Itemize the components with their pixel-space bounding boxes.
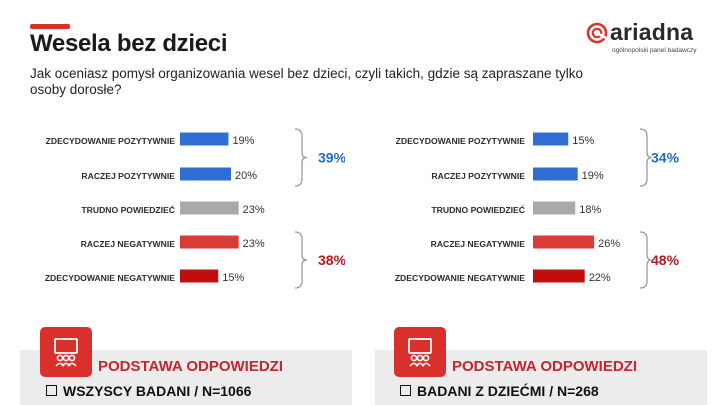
- presentation-icon: [54, 338, 78, 367]
- category-label: ZDECYDOWANIE NEGATYWNIE: [45, 273, 175, 283]
- category-label: RACZEJ POZYTYWNIE: [431, 171, 525, 181]
- bar-value-label: 23%: [243, 238, 265, 250]
- page-title: Wesela bez dzieci: [30, 30, 228, 57]
- bar-value-label: 22%: [589, 272, 611, 284]
- bar-value-label: 18%: [579, 204, 601, 216]
- group-bracket: [294, 128, 308, 187]
- base-line-all: WSZYSCY BADANI / N=1066: [46, 383, 251, 399]
- bar-value-label: 19%: [582, 170, 604, 182]
- bar-value-label: 19%: [232, 135, 254, 147]
- base-icon-all: [40, 327, 92, 377]
- bar: [533, 132, 569, 146]
- bar: [533, 201, 576, 215]
- bar: [533, 235, 595, 249]
- bar-value-label: 26%: [598, 238, 620, 250]
- category-label: RACZEJ NEGATYWNIE: [431, 239, 526, 249]
- bar: [533, 167, 578, 181]
- ariadna-logo-icon: [586, 22, 608, 44]
- group-bracket: [639, 128, 653, 187]
- bar: [180, 201, 239, 215]
- group-bracket: [294, 231, 308, 289]
- bar: [180, 132, 229, 146]
- base-icon-parents: [394, 327, 446, 377]
- logo-tagline: ogólnopolski panel badawczy: [612, 47, 697, 54]
- category-label: TRUDNO POWIEDZIEĆ: [431, 204, 525, 215]
- bar: [180, 235, 239, 249]
- chart-parents-svg: ZDECYDOWANIE POZYTYWNIE 15% RACZEJ POZYTYW…: [395, 128, 680, 289]
- bar-value-label: 20%: [235, 170, 257, 182]
- bar-value-label: 15%: [572, 135, 594, 147]
- chart-all-respondents: ZDECYDOWANIE POZYTYWNIE 19% RACZEJ POZYTYW…: [0, 120, 345, 300]
- chart-parents: ZDECYDOWANIE POZYTYWNIE 15% RACZEJ POZYTYW…: [355, 120, 700, 300]
- presentation-icon: [408, 338, 432, 367]
- chart-all-respondents-svg: ZDECYDOWANIE POZYTYWNIE 19% RACZEJ POZYTYW…: [45, 128, 345, 289]
- category-label: RACZEJ POZYTYWNIE: [81, 171, 175, 181]
- survey-question: Jak oceniasz pomysł organizowania wesel …: [30, 66, 584, 97]
- ariadna-logo: ariadna ogólnopolski panel badawczy: [586, 19, 706, 60]
- group-total-label: 39%: [318, 150, 345, 166]
- bar-value-label: 15%: [222, 272, 244, 284]
- base-line-parents-text: BADANI Z DZIEĆMI / N=268: [417, 383, 599, 399]
- base-heading-all: PODSTAWA ODPOWIEDZI: [98, 358, 284, 375]
- category-label: ZDECYDOWANIE POZYTYWNIE: [46, 136, 176, 146]
- category-label: ZDECYDOWANIE POZYTYWNIE: [396, 136, 526, 146]
- checkbox-icon: [46, 385, 57, 396]
- bar-value-label: 23%: [243, 204, 265, 216]
- category-label: TRUDNO POWIEDZIEĆ: [81, 204, 175, 215]
- group-bracket: [639, 231, 653, 289]
- category-label: ZDECYDOWANIE NEGATYWNIE: [395, 273, 525, 283]
- logo-wordmark: ariadna: [610, 19, 694, 45]
- title-accent-bar: [30, 24, 70, 29]
- base-line-all-text: WSZYSCY BADANI / N=1066: [63, 383, 252, 399]
- group-total-label: 48%: [651, 252, 680, 268]
- group-total-label: 34%: [651, 150, 680, 166]
- bar: [180, 167, 231, 181]
- group-total-label: 38%: [318, 252, 345, 268]
- category-label: RACZEJ NEGATYWNIE: [81, 239, 176, 249]
- checkbox-icon: [400, 385, 411, 396]
- base-heading-parents: PODSTAWA ODPOWIEDZI: [452, 358, 638, 375]
- base-line-parents: BADANI Z DZIEĆMI / N=268: [400, 383, 599, 399]
- bar: [533, 269, 585, 283]
- bar: [180, 269, 219, 283]
